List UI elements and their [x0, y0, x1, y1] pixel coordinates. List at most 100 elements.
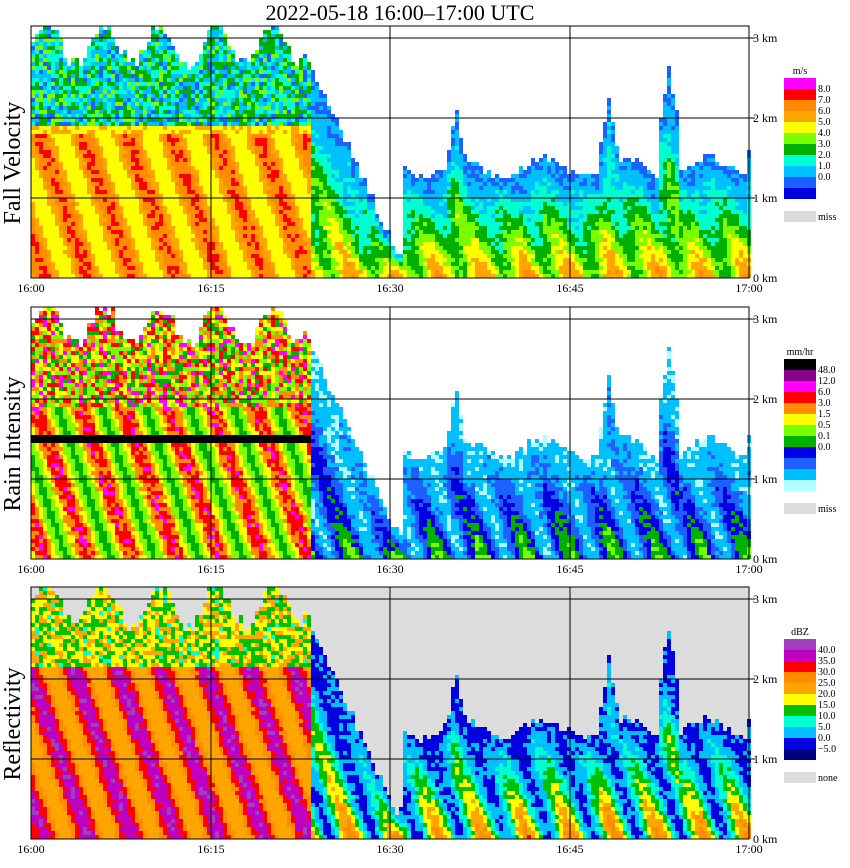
reflectivity-chart: 16:00 16:15 16:30 16:45 17:000 km 1 km 2 km 3 k…: [17, 586, 838, 856]
legend-swatch: [784, 727, 816, 738]
heatmap-cells: [31, 587, 751, 839]
legend-swatch: [784, 738, 816, 749]
grid-lines: [31, 307, 755, 559]
legend-swatch: [784, 650, 816, 661]
legend-label: 30.0: [818, 667, 836, 678]
legend-label: −5.0: [818, 744, 836, 755]
legend-label: 7.0: [818, 95, 831, 106]
legend-swatch: [784, 705, 816, 716]
legend-missing-label: miss: [818, 504, 836, 515]
legend-label: 0.0: [818, 733, 831, 744]
legend-label: 35.0: [818, 656, 836, 667]
legend-label: 2.0: [818, 150, 831, 161]
x-tick-label: 17:00: [735, 842, 762, 856]
legend-label: 40.0: [818, 645, 836, 656]
y-tick-label: 0 km: [753, 271, 778, 285]
x-tick-label: 16:30: [376, 562, 403, 576]
plot-frame: [30, 586, 750, 840]
legend-swatch: [784, 694, 816, 705]
legend-swatch: [784, 661, 816, 672]
legend-unit: dBZ: [791, 627, 809, 638]
legend-label: 0.0: [818, 442, 831, 453]
rain-intensity-panel: Rain Intensity 16:00 16:15 16:30 16:45 17:00…: [0, 301, 850, 586]
legend-swatch: [784, 144, 816, 155]
legend-unit: mm/hr: [787, 347, 814, 358]
page-title: 2022-05-18 16:00–17:00 UTC: [0, 0, 800, 26]
legend-missing-swatch: [784, 503, 816, 514]
y-tick-label: 3 km: [753, 592, 778, 606]
x-tick-label: 16:30: [376, 281, 403, 295]
fall-velocity-chart: 16:00 16:15 16:30 16:45 17:000 km 1 km 2 km 3 k…: [17, 25, 836, 295]
legend-missing-label: none: [818, 773, 838, 784]
legend-swatch: [784, 447, 816, 458]
y-tick-label: 1 km: [753, 191, 778, 205]
rain-intensity-chart: 16:00 16:15 16:30 16:45 17:000 km 1 km 2 km 3 k…: [17, 306, 836, 576]
legend-label: 1.5: [818, 409, 831, 420]
legend-swatch: [784, 188, 816, 199]
y-tick-label: 0 km: [753, 552, 778, 566]
legend-swatch: [784, 111, 816, 122]
legend-swatch: [784, 436, 816, 447]
legend-label: 10.0: [818, 711, 836, 722]
y-tick-label: 0 km: [753, 832, 778, 846]
y-tick-label: 3 km: [753, 312, 778, 326]
plot-frame: [30, 25, 750, 279]
legend-swatch: [784, 155, 816, 166]
legend-swatch: [784, 716, 816, 727]
x-tick-label: 17:00: [735, 281, 762, 295]
grid-lines: [31, 26, 755, 278]
legend-swatch: [784, 414, 816, 425]
heatmap-cells: [31, 307, 751, 559]
x-tick-label: 16:45: [556, 281, 583, 295]
legend-label: 25.0: [818, 678, 836, 689]
legend-label: 0.0: [818, 172, 831, 183]
legend-swatch: [784, 749, 816, 760]
legend-label: 5.0: [818, 117, 831, 128]
x-tick-label: 16:00: [17, 281, 44, 295]
legend-swatch: [784, 672, 816, 683]
legend-swatch: [784, 133, 816, 144]
legend-swatch: [784, 89, 816, 100]
legend-label: 3.0: [818, 139, 831, 150]
legend-swatch: [784, 480, 816, 491]
x-tick-label: 16:00: [17, 562, 44, 576]
legend-unit: m/s: [793, 66, 808, 77]
legend-missing-swatch: [784, 772, 816, 783]
legend-swatch: [784, 177, 816, 188]
x-tick-label: 16:45: [556, 562, 583, 576]
legend-label: 12.0: [818, 376, 836, 387]
legend-swatch: [784, 469, 816, 480]
grid-lines: [31, 587, 755, 839]
y-tick-label: 3 km: [753, 31, 778, 45]
legend-label: 6.0: [818, 106, 831, 117]
x-tick-label: 16:15: [197, 281, 224, 295]
heatmap-cells: [31, 26, 751, 278]
legend-missing-swatch: [784, 211, 816, 222]
legend-label: 48.0: [818, 365, 836, 376]
reflectivity-panel: Reflectivity 16:00 16:15 16:30 16:45 17:00 0 …: [0, 581, 850, 866]
legend-label: 20.0: [818, 689, 836, 700]
y-tick-label: 2 km: [753, 111, 778, 125]
legend-swatch: [784, 166, 816, 177]
legend-label: 0.5: [818, 420, 831, 431]
legend-swatch: [784, 458, 816, 469]
x-tick-label: 16:15: [197, 842, 224, 856]
legend-label: 1.0: [818, 161, 831, 172]
y-tick-label: 1 km: [753, 472, 778, 486]
legend-swatch: [784, 683, 816, 694]
x-tick-label: 16:15: [197, 562, 224, 576]
legend: m/s 8.07.06.05.04.03.02.01.00.0 miss: [784, 66, 836, 223]
legend: dBZ 40.035.030.025.020.015.010.05.00.0−5.…: [784, 627, 838, 784]
fall-velocity-panel: Fall Velocity 16:00 16:15 16:30 16:45 17:00 0…: [0, 20, 850, 305]
legend-label: 8.0: [818, 84, 831, 95]
legend-swatch: [784, 392, 816, 403]
legend-swatch: [784, 122, 816, 133]
plot-frame: [30, 306, 750, 560]
legend-label: 3.0: [818, 398, 831, 409]
legend-label: 6.0: [818, 387, 831, 398]
legend-swatch: [784, 425, 816, 436]
legend-label: 4.0: [818, 128, 831, 139]
legend-missing-label: miss: [818, 212, 836, 223]
legend-swatch: [784, 381, 816, 392]
legend-swatch: [784, 359, 816, 370]
